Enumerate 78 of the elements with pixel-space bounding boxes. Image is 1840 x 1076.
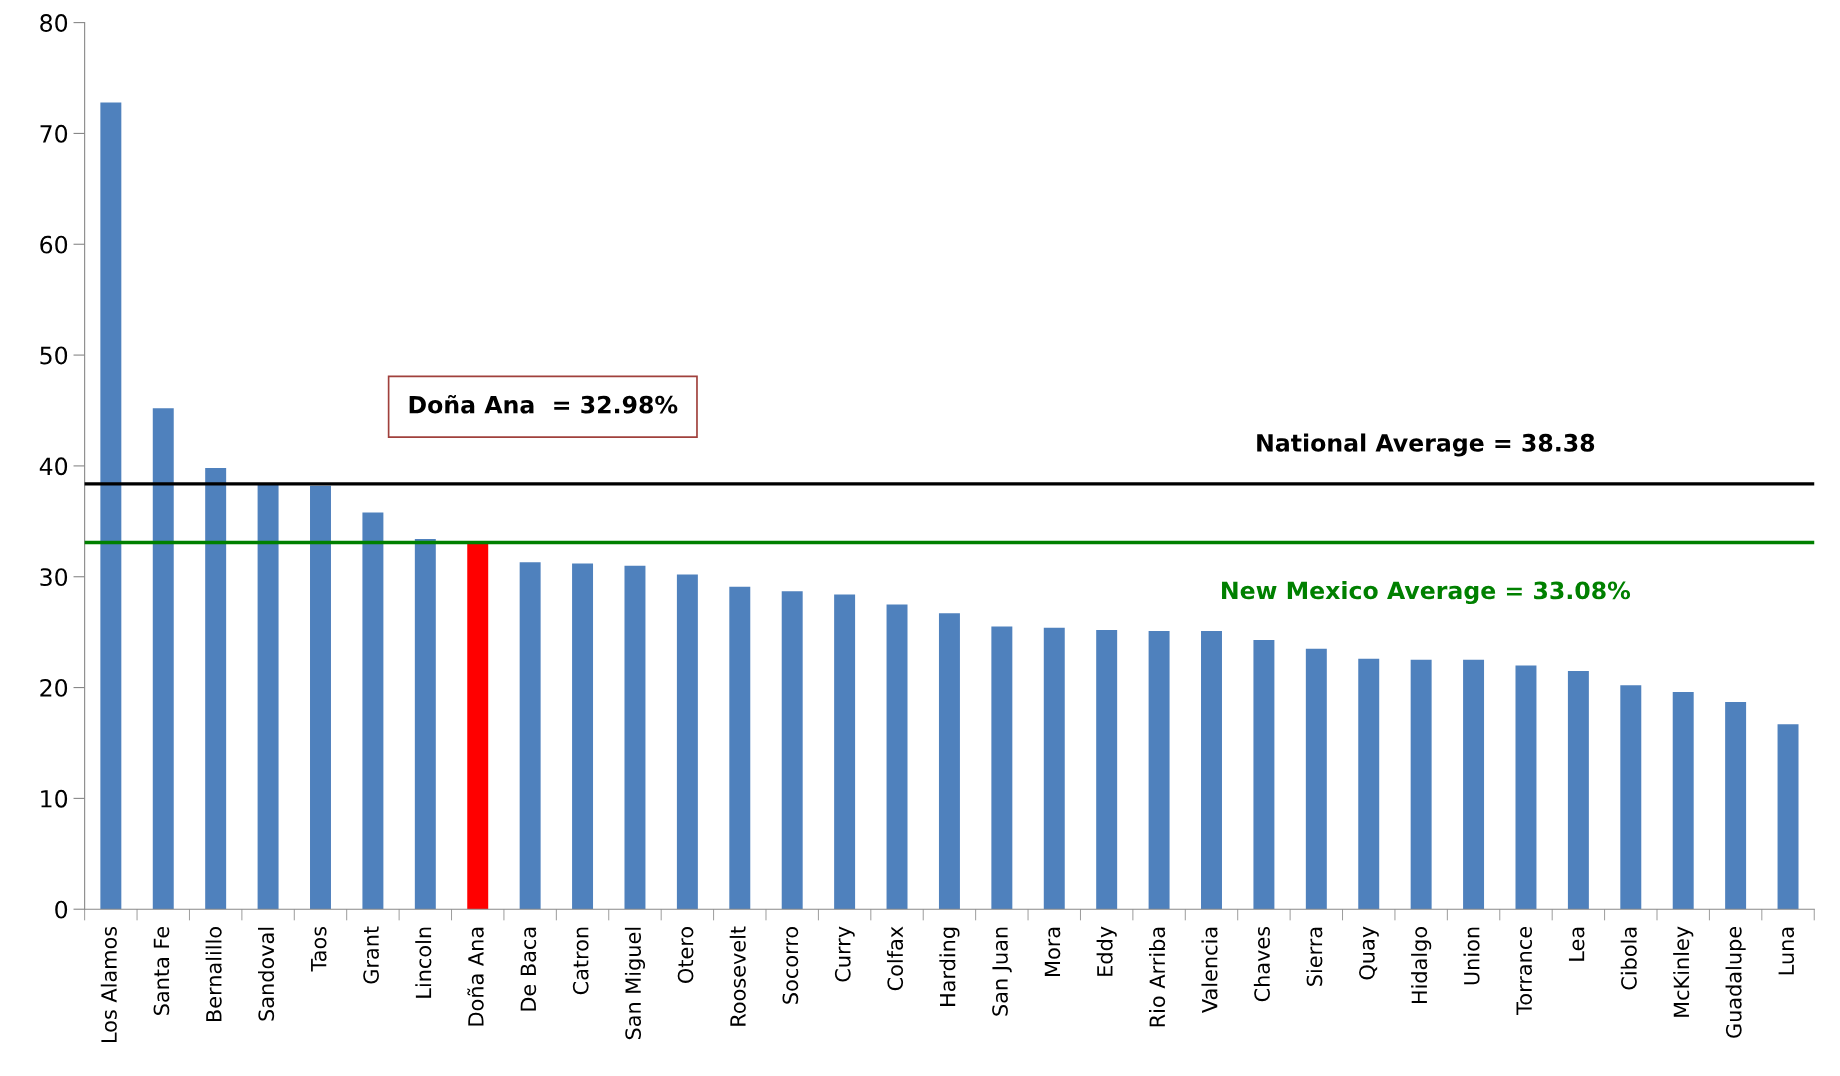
- bar: [1620, 685, 1642, 910]
- bar: [1096, 629, 1118, 910]
- bar: [886, 604, 908, 910]
- bar: [310, 485, 331, 910]
- bar: [1777, 724, 1799, 910]
- x-tick-label: Curry: [834, 926, 855, 982]
- y-tick-label: 50: [40, 346, 68, 365]
- x-tick-label: Rio Arriba: [1149, 927, 1166, 1027]
- bar: [1358, 658, 1380, 910]
- x-tick-label: Guadalupe: [1725, 927, 1746, 1038]
- x-tick-label: Taos: [311, 926, 327, 972]
- x-tick-label: Quay: [1359, 926, 1379, 980]
- y-tick-label: 60: [40, 235, 68, 254]
- y-tick-label: 70: [40, 124, 68, 143]
- x-tick-label: Otero: [677, 927, 694, 983]
- x-tick-label: Union: [1463, 927, 1480, 985]
- x-tick-label: Roosevelt: [729, 926, 746, 1026]
- x-tick-label: Sierra: [1306, 927, 1323, 986]
- bar: [1672, 692, 1694, 910]
- x-tick-label: San Juan: [992, 927, 1012, 1016]
- bar: [205, 468, 227, 910]
- bar: [1410, 659, 1432, 910]
- bar: [257, 484, 279, 910]
- bar: [1567, 670, 1589, 910]
- x-tick-label: Santa Fe: [153, 927, 170, 1015]
- x-tick-label: Torrance: [1516, 927, 1533, 1015]
- y-tick-label: 80: [40, 14, 68, 32]
- y-tick-label: 0: [55, 900, 68, 919]
- bar: [572, 563, 594, 910]
- x-tick-label: Catron: [572, 927, 589, 995]
- y-tick-label: 30: [40, 568, 68, 587]
- bar: [624, 565, 646, 910]
- x-tick-label: Hidalgo: [1411, 927, 1432, 1004]
- x-tick-label: Grant: [363, 926, 379, 984]
- bar: [1201, 631, 1222, 910]
- x-tick-label: Bernalillo: [205, 927, 222, 1022]
- x-tick-label: Eddy: [1096, 926, 1117, 976]
- bar: [1515, 665, 1537, 910]
- ref-line-label: New Mexico Average = 33.08%: [1222, 581, 1631, 605]
- x-tick-label: Valencia: [1201, 927, 1218, 1013]
- bar: [1725, 701, 1747, 910]
- ref-line-label: National Average = 38.38: [1257, 433, 1595, 457]
- bar: [676, 574, 698, 910]
- x-tick-label: Los Alamos: [100, 926, 117, 1043]
- x-tick-label: Chaves: [1253, 926, 1270, 1002]
- y-tick-label: 10: [41, 789, 68, 808]
- x-tick-label: McKinley: [1673, 926, 1694, 1017]
- x-tick-label: San Miguel: [624, 927, 646, 1040]
- bar: [1463, 659, 1485, 910]
- y-tick-label: 40: [39, 457, 68, 476]
- bar: [1305, 648, 1327, 910]
- bar: [781, 591, 803, 910]
- bar: [834, 594, 856, 910]
- annotation: Doña Ana = 32.98%: [409, 394, 678, 414]
- x-tick-label: Socorro: [782, 927, 799, 1004]
- bar: [100, 102, 122, 910]
- x-tick-label: Harding: [939, 927, 960, 1006]
- y-tick-label: 20: [40, 679, 68, 697]
- x-tick-label: Luna: [1778, 927, 1795, 975]
- bar: [1148, 631, 1170, 910]
- bar: [1043, 627, 1065, 910]
- bar: [1253, 639, 1275, 910]
- x-tick-label: Doña Ana: [467, 927, 484, 1026]
- x-tick-label: Mora: [1044, 927, 1061, 976]
- x-tick-label: Sandoval: [258, 927, 275, 1021]
- bar: [362, 512, 384, 910]
- bar: [414, 539, 436, 910]
- bar: [152, 408, 174, 910]
- bar: [519, 562, 541, 910]
- x-tick-label: De Baca: [520, 927, 537, 1011]
- bar: [467, 543, 489, 910]
- x-tick-label: Lea: [1568, 927, 1585, 961]
- bar: [729, 586, 751, 910]
- bar: [938, 613, 960, 910]
- x-tick-label: Lincoln: [415, 927, 432, 998]
- x-tick-label: Colfax: [886, 926, 904, 991]
- bar: [991, 626, 1013, 910]
- x-tick-label: Cibola: [1620, 927, 1637, 990]
